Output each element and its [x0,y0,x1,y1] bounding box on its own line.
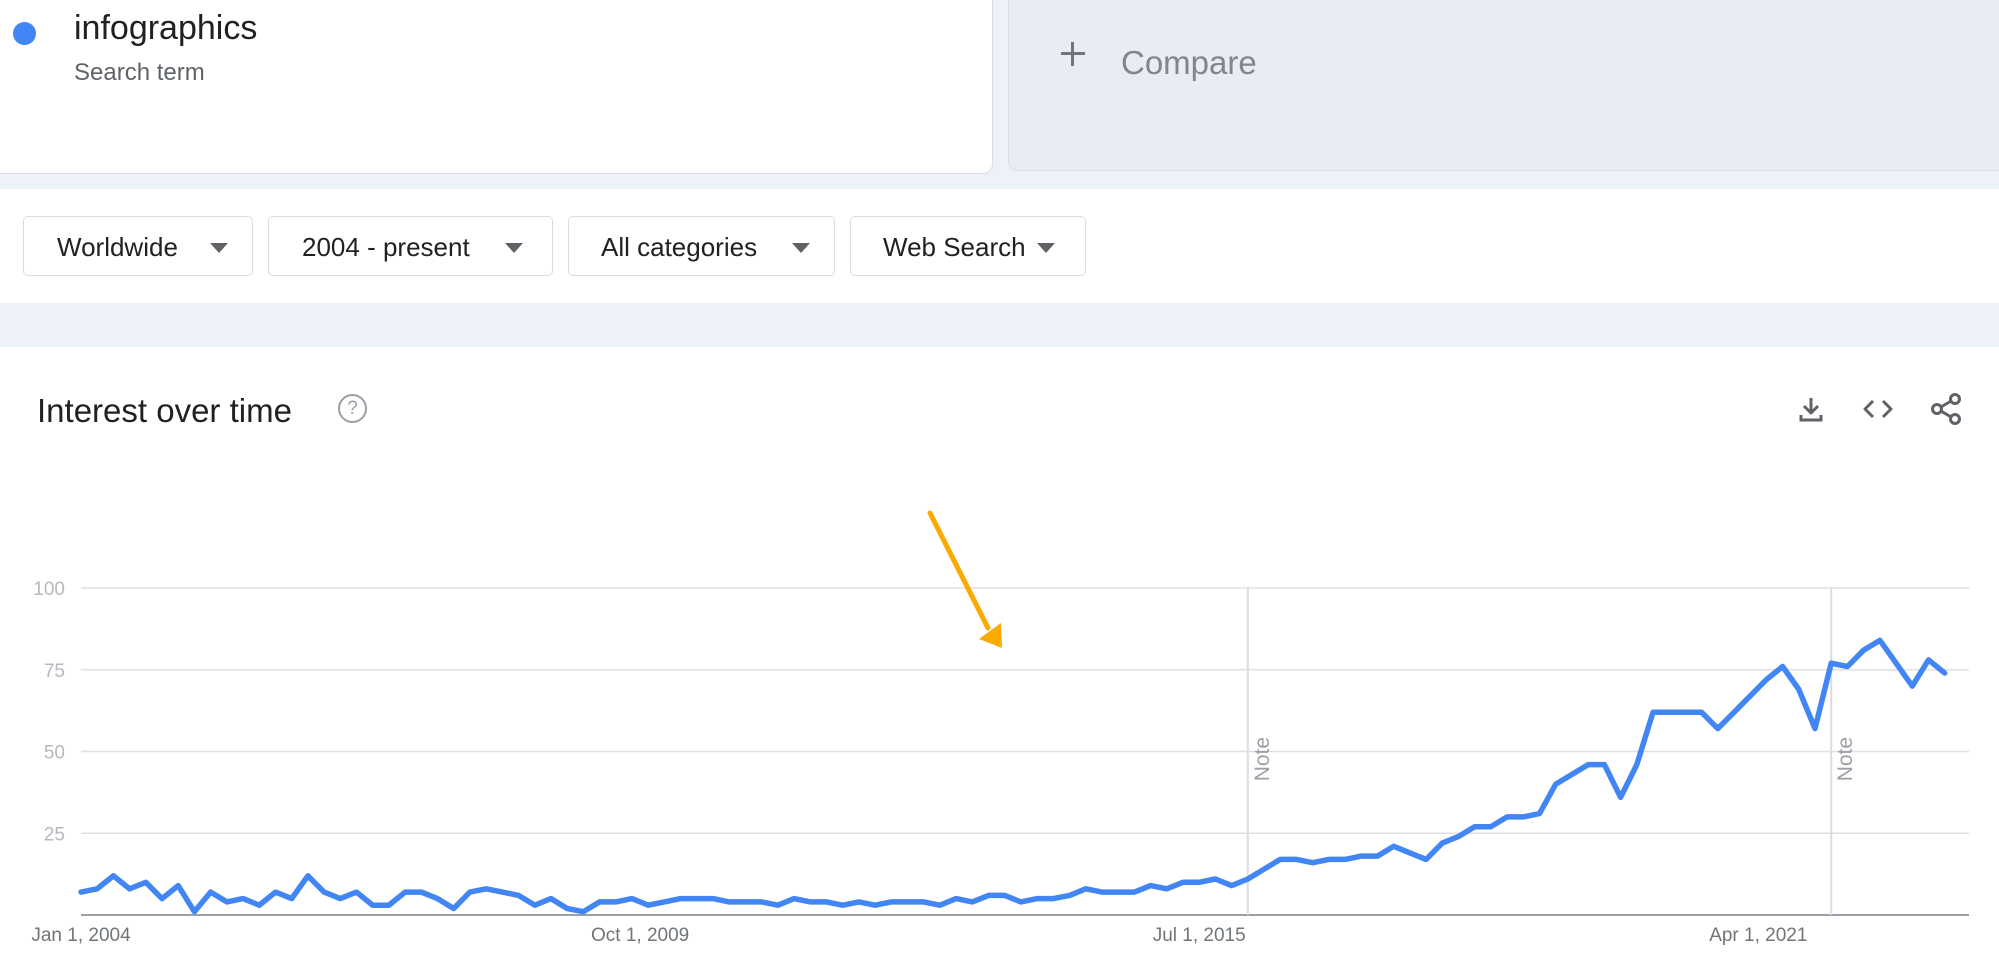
embed-code-icon[interactable] [1860,391,1896,427]
y-tick-label: 75 [44,661,65,682]
y-tick-label: 25 [44,824,65,845]
download-icon[interactable] [1793,391,1829,427]
category-filter-label: All categories [601,232,758,262]
search-term-subtitle: Search term [74,59,205,86]
region-filter[interactable]: Worldwide [23,216,253,276]
time-range-filter-label: 2004 - present [302,232,470,262]
interest-line-chart: Note Note 25 50 75 100 Jan 1, 2004 Oct 1, 200… [31,510,1969,946]
search-term-name[interactable]: infographics [74,9,258,47]
search-term-card[interactable]: infographics Search term [0,0,993,174]
y-tick-label: 50 [44,743,65,764]
x-tick-label: Oct 1, 2009 [591,925,689,946]
plus-icon[interactable] [1055,36,1089,70]
region-filter-label: Worldwide [57,232,178,262]
share-icon[interactable] [1928,391,1964,427]
note-marker-label: Note [1251,737,1274,781]
y-tick-label: 100 [33,579,65,600]
x-tick-label: Apr 1, 2021 [1709,925,1807,946]
help-icon[interactable]: ? [338,394,367,423]
section-divider [0,303,1999,347]
highlight-arrow-head [979,623,1002,648]
x-tick-label: Jul 1, 2015 [1153,925,1246,946]
note-marker-label: Note [1834,737,1857,781]
caret-down-icon [792,243,810,253]
compare-button[interactable] [1008,0,1999,171]
caret-down-icon [1037,243,1055,253]
search-type-filter[interactable]: Web Search [850,216,1086,276]
time-range-filter[interactable]: 2004 - present [268,216,553,276]
series-color-dot [13,22,36,45]
search-type-filter-label: Web Search [883,232,1026,262]
chart-title: Interest over time [37,392,292,429]
interest-over-time-card: Interest over time ? Note Note 25 50 75 100 … [0,347,1999,972]
category-filter[interactable]: All categories [568,216,835,276]
x-tick-label: Jan 1, 2004 [31,925,131,946]
caret-down-icon [210,243,228,253]
filter-bar: Worldwide 2004 - present All categories … [0,189,1999,303]
series-line-infographics [78,637,1948,915]
caret-down-icon [505,243,523,253]
highlight-arrow-shaft [927,510,991,631]
compare-label[interactable]: Compare [1121,44,1257,81]
